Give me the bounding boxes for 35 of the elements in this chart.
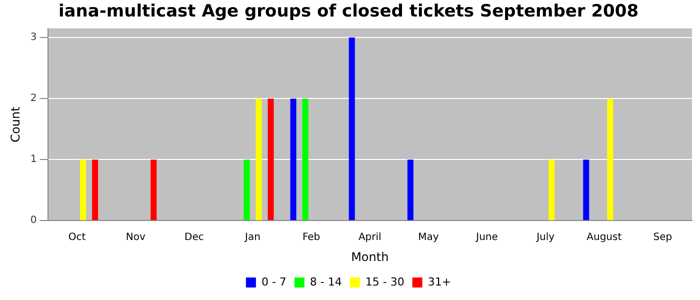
bar	[607, 98, 614, 220]
x-tick-label: Feb	[302, 232, 320, 244]
x-tick-label: Oct	[68, 232, 86, 244]
x-tick-label: August	[586, 232, 622, 244]
bar	[92, 160, 98, 220]
x-tick-label: Sep	[653, 232, 672, 244]
x-tick-label: July	[536, 232, 555, 244]
legend-label: 8 - 14	[310, 275, 342, 288]
legend-label: 0 - 7	[261, 275, 286, 288]
legend-label: 15 - 30	[365, 275, 404, 288]
x-tick-label: May	[418, 232, 439, 244]
y-tick-label: 1	[30, 154, 37, 166]
x-axis-title: Month	[351, 250, 389, 264]
x-tick-label: April	[358, 232, 382, 244]
bar	[268, 98, 274, 220]
y-tick-label: 0	[30, 215, 37, 226]
x-tick-label: Jan	[244, 232, 260, 244]
x-tick-label: June	[475, 232, 498, 244]
bar	[302, 98, 308, 220]
y-tick-label: 2	[30, 93, 37, 104]
bar	[348, 38, 355, 220]
y-axis-title: Count	[8, 106, 22, 142]
x-tick-label: Dec	[184, 232, 204, 244]
bar	[244, 160, 250, 220]
bar	[290, 98, 296, 220]
chart-title: iana-multicast Age groups of closed tickets September 2008	[58, 2, 639, 22]
bar	[407, 160, 414, 220]
bar	[548, 160, 555, 220]
bar	[583, 160, 590, 220]
x-tick-label: Nov	[126, 232, 146, 244]
bar	[150, 160, 157, 220]
bar	[80, 160, 86, 220]
legend-label: 31+	[428, 275, 452, 288]
bar	[256, 98, 262, 220]
y-tick-label: 3	[30, 32, 37, 44]
